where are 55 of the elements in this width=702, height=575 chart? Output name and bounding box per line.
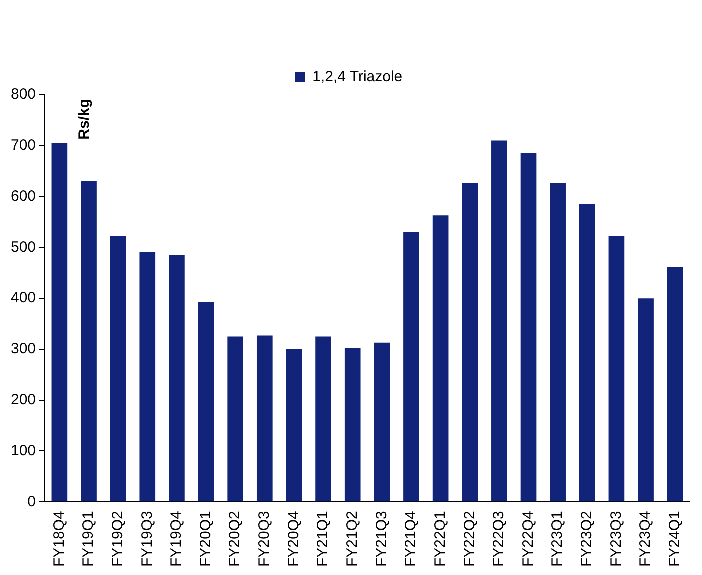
- x-tick-label: FY23Q3: [608, 511, 625, 568]
- x-tick-label: FY20Q1: [197, 511, 214, 568]
- bar: [608, 236, 625, 502]
- x-tick-label: FY21Q1: [314, 511, 332, 568]
- y-tick-label: 100: [10, 442, 36, 460]
- bar: [169, 255, 185, 502]
- x-tick-label: FY21Q3: [373, 511, 390, 568]
- y-tick-label: 400: [10, 290, 36, 307]
- bar: [198, 302, 214, 502]
- x-tick-label: FY21Q2: [344, 511, 361, 568]
- bar: [344, 348, 361, 502]
- y-tick-label: 600: [10, 188, 36, 205]
- x-tick-label: FY18Q4: [50, 511, 68, 568]
- y-tick-label: 500: [10, 238, 36, 256]
- x-tick-label: FY22Q2: [461, 511, 478, 568]
- x-tick-label: FY23Q2: [578, 511, 596, 568]
- bar: [550, 183, 566, 502]
- y-tick-label: 300: [10, 340, 36, 358]
- x-tick-label: FY23Q4: [637, 511, 654, 568]
- bar: [81, 182, 97, 502]
- bar: [286, 349, 302, 502]
- bar: [638, 298, 654, 502]
- bar: [404, 232, 420, 502]
- y-tick-label: 800: [10, 86, 36, 104]
- bar: [110, 236, 126, 502]
- x-tick-label: FY24Q1: [666, 511, 684, 568]
- bar: [492, 140, 508, 502]
- x-tick-label: FY22Q1: [432, 511, 449, 568]
- x-tick-label: FY20Q2: [226, 511, 244, 568]
- x-tick-label: FY19Q3: [138, 511, 156, 568]
- bar: [667, 267, 684, 502]
- y-tick-label: 200: [10, 391, 36, 408]
- bar: [52, 143, 68, 502]
- x-tick-label: FY21Q4: [402, 511, 420, 568]
- bar: [256, 336, 273, 502]
- bar: [374, 342, 390, 502]
- y-tick-label: 0: [28, 493, 36, 510]
- x-tick-label: FY20Q3: [256, 511, 274, 568]
- bar: [432, 216, 449, 502]
- bar: [316, 336, 332, 502]
- bar: [579, 204, 596, 502]
- x-tick-label: FY23Q1: [549, 511, 566, 568]
- y-tick-label: 700: [10, 137, 36, 154]
- x-tick-label: FY20Q4: [285, 511, 302, 568]
- bar: [462, 183, 478, 502]
- x-tick-label: FY19Q4: [168, 511, 186, 568]
- x-tick-label: FY19Q1: [80, 511, 98, 568]
- x-tick-label: FY19Q2: [109, 511, 126, 568]
- x-tick-label: FY22Q3: [490, 511, 508, 568]
- y-axis-title: Rs/kg: [76, 99, 94, 140]
- legend-label: 1,2,4 Triazole: [312, 68, 403, 86]
- bar: [140, 252, 156, 502]
- bar: [228, 336, 244, 502]
- x-tick-label: FY22Q4: [520, 511, 537, 568]
- bar: [520, 154, 537, 502]
